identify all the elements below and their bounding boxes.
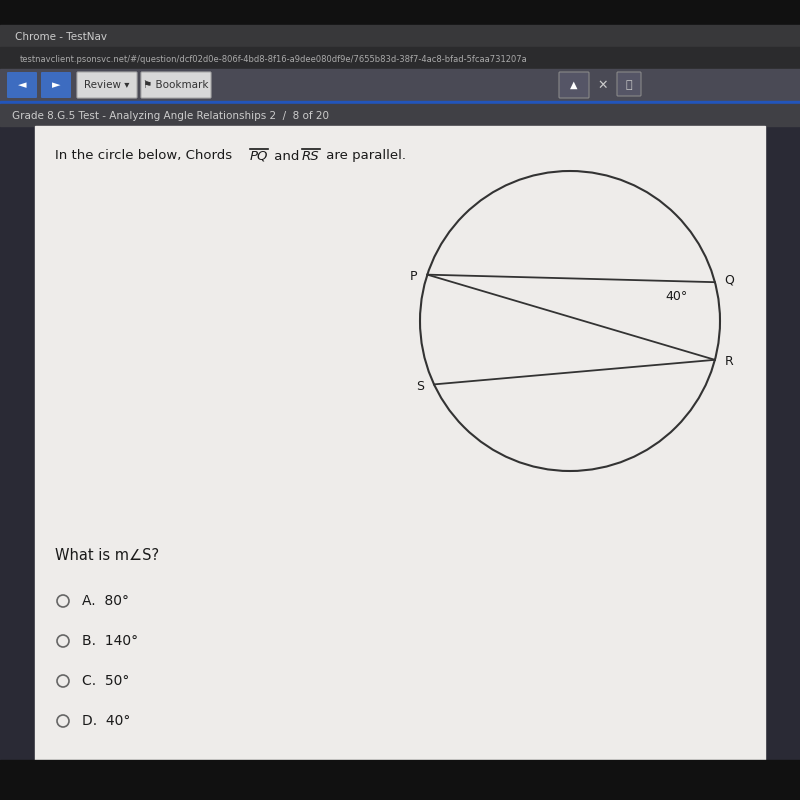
Text: D.  40°: D. 40°: [82, 714, 130, 728]
Text: Grade 8.G.5 Test - Analyzing Angle Relationships 2  /  8 of 20: Grade 8.G.5 Test - Analyzing Angle Relat…: [12, 111, 329, 121]
Bar: [0, 760, 800, 800]
Text: are parallel.: are parallel.: [322, 150, 406, 162]
FancyBboxPatch shape: [77, 72, 137, 98]
FancyBboxPatch shape: [141, 72, 211, 98]
Text: Q: Q: [724, 274, 734, 286]
Text: Chrome - TestNav: Chrome - TestNav: [15, 32, 107, 42]
Text: RS: RS: [302, 150, 320, 162]
FancyBboxPatch shape: [7, 72, 37, 98]
Text: ►: ►: [52, 80, 60, 90]
Text: ⧉: ⧉: [626, 80, 632, 90]
Text: testnavclient.psonsvc.net/#/question/dcf02d0e-806f-4bd8-8f16-a9dee080df9e/7655b8: testnavclient.psonsvc.net/#/question/dcf…: [20, 54, 528, 64]
Text: What is m∠S?: What is m∠S?: [55, 549, 159, 563]
Text: and: and: [270, 150, 304, 162]
Bar: [0, 0, 800, 25]
Text: ✕: ✕: [598, 78, 608, 91]
FancyBboxPatch shape: [617, 72, 641, 96]
Text: ⚑ Bookmark: ⚑ Bookmark: [143, 80, 209, 90]
Text: A.  80°: A. 80°: [82, 594, 129, 608]
Text: P: P: [410, 270, 417, 283]
Text: C.  50°: C. 50°: [82, 674, 130, 688]
Bar: [0, 104, 800, 126]
Bar: [0, 25, 800, 47]
Text: ◄: ◄: [18, 80, 26, 90]
Bar: [35, 126, 765, 760]
FancyBboxPatch shape: [41, 72, 71, 98]
Text: B.  140°: B. 140°: [82, 634, 138, 648]
Text: R: R: [725, 355, 734, 368]
Text: ▲: ▲: [570, 80, 578, 90]
Text: 40°: 40°: [666, 290, 688, 302]
Bar: [0, 101, 800, 104]
Text: Review ▾: Review ▾: [84, 80, 130, 90]
Text: S: S: [416, 380, 424, 393]
Bar: [0, 69, 800, 101]
Text: PQ: PQ: [250, 150, 268, 162]
Bar: [0, 47, 800, 69]
FancyBboxPatch shape: [559, 72, 589, 98]
Text: In the circle below, Chords: In the circle below, Chords: [55, 150, 236, 162]
